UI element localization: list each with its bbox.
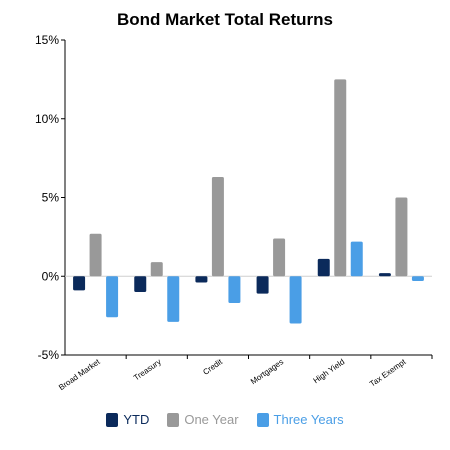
legend-item-three-years: Three Years (256, 412, 344, 427)
bar-three-years (167, 276, 180, 322)
legend-item-ytd: YTD (106, 412, 149, 427)
legend-swatch-ytd (106, 412, 119, 427)
bar-one-year (89, 233, 102, 277)
x-tick-label: Mortgages (249, 357, 285, 386)
bar-ytd (378, 273, 391, 277)
bar-one-year (273, 238, 286, 277)
x-tick-label: Broad Market (57, 357, 102, 392)
bar-ytd (195, 276, 208, 283)
bar-three-years (106, 276, 119, 318)
y-tick-label: 0% (42, 269, 60, 283)
bar-one-year (334, 79, 347, 277)
bar-ytd (256, 276, 269, 294)
x-tick-label: Tax Exempt (368, 357, 408, 389)
bar-ytd (134, 276, 147, 292)
bar-ytd (73, 276, 86, 291)
legend-item-one-year: One Year (167, 412, 239, 427)
x-tick-label: Treasury (132, 357, 163, 382)
bar-three-years (350, 241, 363, 277)
legend-swatch-one-year (167, 412, 180, 427)
bar-three-years (228, 276, 241, 304)
bar-one-year (395, 197, 408, 277)
y-tick-label: 15% (35, 33, 59, 47)
bar-one-year (150, 262, 163, 277)
y-tick-label: 5% (42, 191, 60, 205)
legend-label-ytd: YTD (123, 412, 150, 427)
y-tick-label: 10% (35, 112, 59, 126)
y-tick-label: -5% (38, 348, 60, 362)
legend-swatch-three-years (256, 412, 269, 427)
bar-ytd (317, 258, 330, 277)
x-tick-label: Credit (201, 357, 224, 377)
legend-label-one-year: One Year (184, 412, 239, 427)
bar-three-years (411, 276, 424, 281)
bar-three-years (289, 276, 302, 324)
bar-one-year (211, 177, 224, 277)
x-tick-label: High Yield (312, 357, 347, 385)
chart-title: Bond Market Total Returns (117, 10, 333, 29)
legend: YTD One Year Three Years (0, 412, 450, 427)
legend-label-three-years: Three Years (273, 412, 344, 427)
